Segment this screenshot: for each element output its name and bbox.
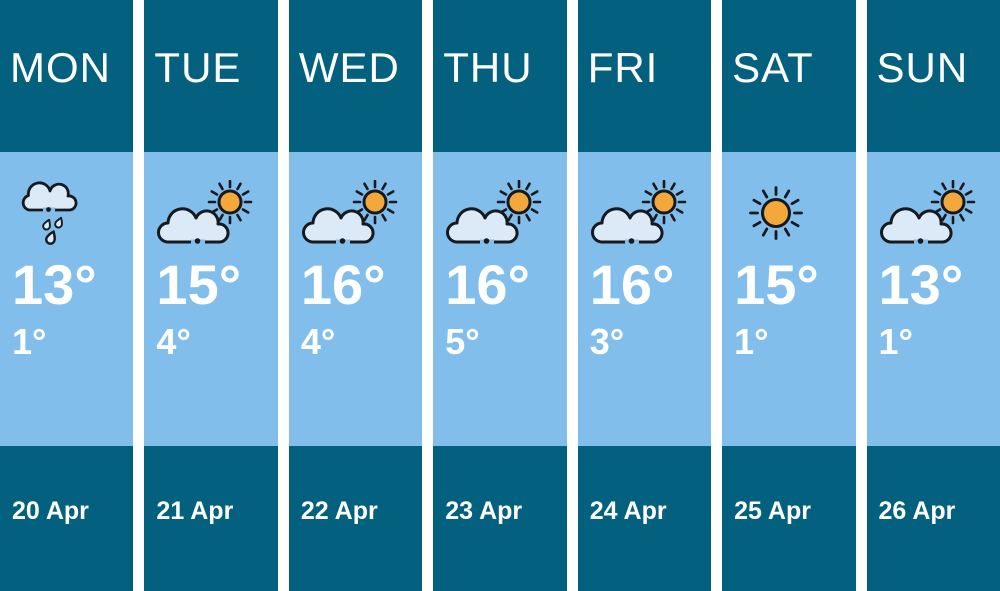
day-date: 23 Apr: [445, 497, 523, 525]
day-name: TUE: [154, 44, 242, 91]
low-temperature: 5°: [445, 320, 480, 362]
low-temperature: 1°: [12, 320, 47, 362]
high-temperature: 16°: [300, 253, 386, 316]
day-name: SAT: [732, 44, 814, 91]
day-header: SUN: [866, 0, 1000, 152]
day-date: 20 Apr: [12, 497, 89, 525]
day-name: THU: [443, 44, 533, 91]
day-name: WED: [298, 44, 400, 91]
day-body: 15° 1°: [722, 152, 856, 446]
day-body: 13° 1°: [0, 152, 134, 446]
sun-behind-cloud-icon: [879, 180, 979, 246]
day-header: WED: [288, 0, 423, 152]
day-name: SUN: [876, 44, 969, 91]
day-header: SAT: [722, 0, 856, 152]
day-column-thu[interactable]: THU 16° 5° 23 Apr: [433, 0, 567, 591]
high-temperature: 16°: [589, 253, 675, 316]
day-column-sat[interactable]: SAT 15° 1° 25 Apr: [722, 0, 856, 591]
day-header: FRI: [577, 0, 712, 152]
day-header: TUE: [144, 0, 278, 152]
low-temperature: 1°: [734, 320, 769, 362]
day-footer: 24 Apr: [577, 446, 712, 591]
day-footer: 25 Apr: [722, 446, 856, 591]
day-name: FRI: [587, 44, 659, 91]
day-name: MON: [10, 44, 111, 91]
day-column-wed[interactable]: WED 16° 4° 22 Apr: [288, 0, 423, 591]
high-temperature: 13°: [12, 253, 97, 316]
sun-behind-cloud-icon: [445, 180, 545, 246]
day-header: THU: [433, 0, 567, 152]
day-date: 22 Apr: [300, 497, 378, 525]
day-column-tue[interactable]: TUE 15° 4° 21 Apr: [144, 0, 278, 591]
sun-icon: [734, 180, 834, 246]
rain-cloud-icon: [12, 180, 112, 246]
day-footer: 20 Apr: [0, 446, 134, 591]
day-footer: 21 Apr: [144, 446, 278, 591]
day-body: 13° 1°: [866, 152, 1000, 446]
day-footer: 26 Apr: [866, 446, 1000, 591]
sun-behind-cloud-icon: [590, 180, 690, 246]
day-body: 15° 4°: [144, 152, 278, 446]
day-column-mon[interactable]: MON 13° 1° 20 Apr: [0, 0, 134, 591]
day-footer: 23 Apr: [433, 446, 567, 591]
day-header: MON: [0, 0, 134, 152]
sun-behind-cloud-icon: [156, 180, 256, 246]
low-temperature: 1°: [878, 320, 913, 362]
day-date: 24 Apr: [589, 497, 667, 525]
day-footer: 22 Apr: [288, 446, 423, 591]
day-date: 26 Apr: [878, 497, 956, 525]
day-date: 21 Apr: [156, 497, 234, 525]
day-date: 25 Apr: [734, 497, 811, 525]
day-column-fri[interactable]: FRI 16° 3° 24 Apr: [577, 0, 712, 591]
low-temperature: 3°: [589, 320, 625, 362]
high-temperature: 15°: [734, 253, 819, 316]
high-temperature: 16°: [445, 253, 530, 316]
high-temperature: 13°: [878, 253, 964, 316]
day-body: 16° 4°: [288, 152, 423, 446]
high-temperature: 15°: [156, 253, 242, 316]
low-temperature: 4°: [300, 320, 336, 362]
day-body: 16° 5°: [433, 152, 567, 446]
day-column-sun[interactable]: SUN 13° 1° 26 Apr: [866, 0, 1000, 591]
sun-behind-cloud-icon: [301, 180, 401, 246]
day-body: 16° 3°: [577, 152, 712, 446]
low-temperature: 4°: [156, 320, 191, 362]
